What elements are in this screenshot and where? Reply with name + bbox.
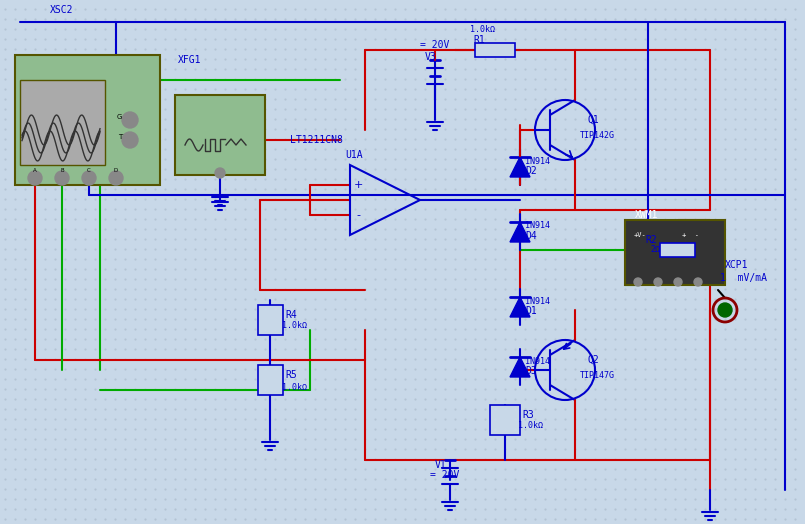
Text: D1: D1 [525, 306, 537, 316]
Circle shape [109, 171, 123, 185]
Circle shape [122, 132, 138, 148]
FancyBboxPatch shape [15, 55, 160, 185]
Text: T: T [118, 134, 122, 140]
FancyBboxPatch shape [625, 220, 725, 285]
Text: D2: D2 [525, 166, 537, 176]
FancyBboxPatch shape [490, 405, 520, 435]
Text: U1A: U1A [345, 150, 362, 160]
Text: = 20V: = 20V [420, 40, 449, 50]
Text: V1: V1 [435, 460, 447, 470]
Text: XCP1: XCP1 [725, 260, 749, 270]
Text: TIP147G: TIP147G [580, 370, 615, 379]
Text: 1N914: 1N914 [525, 157, 550, 166]
Circle shape [122, 112, 138, 128]
Text: +V-: +V- [634, 232, 646, 238]
Circle shape [634, 278, 642, 286]
Text: G: G [117, 114, 122, 120]
Text: 2Ω: 2Ω [650, 246, 660, 255]
Text: 1N914: 1N914 [525, 356, 550, 366]
Text: R5: R5 [285, 370, 297, 380]
Polygon shape [510, 157, 530, 177]
FancyBboxPatch shape [175, 95, 265, 175]
Text: R3: R3 [522, 410, 534, 420]
Circle shape [694, 278, 702, 286]
Text: R1: R1 [473, 35, 485, 45]
Text: 1.0kΩ: 1.0kΩ [282, 321, 307, 330]
Text: 1  mV/mA: 1 mV/mA [720, 273, 767, 283]
Text: 1.0kΩ: 1.0kΩ [518, 420, 543, 430]
Text: +: + [353, 180, 363, 190]
Text: = 20V: = 20V [430, 470, 460, 480]
Text: R2: R2 [645, 235, 657, 245]
Text: XSC2: XSC2 [50, 5, 73, 15]
Text: D4: D4 [525, 231, 537, 241]
Text: 1.0kΩ: 1.0kΩ [470, 26, 495, 35]
Text: -: - [356, 210, 360, 220]
Circle shape [674, 278, 682, 286]
Circle shape [28, 171, 42, 185]
Circle shape [55, 171, 69, 185]
Text: 1.0kΩ: 1.0kΩ [282, 384, 307, 392]
Circle shape [215, 168, 225, 178]
Text: TIP142G: TIP142G [580, 130, 615, 139]
Text: B: B [60, 168, 64, 173]
FancyBboxPatch shape [475, 43, 515, 57]
Text: XFG1: XFG1 [178, 55, 201, 65]
Text: +  -: + - [682, 232, 699, 238]
Polygon shape [510, 222, 530, 242]
Polygon shape [510, 357, 530, 377]
Text: D3: D3 [525, 366, 537, 376]
FancyBboxPatch shape [258, 305, 283, 335]
Text: Q2: Q2 [587, 355, 599, 365]
Text: A: A [33, 168, 37, 173]
Circle shape [654, 278, 662, 286]
Text: D: D [114, 168, 118, 173]
Text: LT1211CN8: LT1211CN8 [290, 135, 343, 145]
Text: Q1: Q1 [587, 115, 599, 125]
Text: 1N914: 1N914 [525, 222, 550, 231]
Text: XWM1: XWM1 [635, 210, 658, 220]
FancyBboxPatch shape [258, 365, 283, 395]
FancyBboxPatch shape [20, 80, 105, 165]
Text: V3: V3 [425, 52, 437, 62]
Text: C: C [87, 168, 91, 173]
Circle shape [82, 171, 96, 185]
FancyBboxPatch shape [660, 243, 695, 257]
Text: 1N914: 1N914 [525, 297, 550, 305]
Text: R4: R4 [285, 310, 297, 320]
Circle shape [718, 303, 732, 317]
Polygon shape [510, 297, 530, 317]
